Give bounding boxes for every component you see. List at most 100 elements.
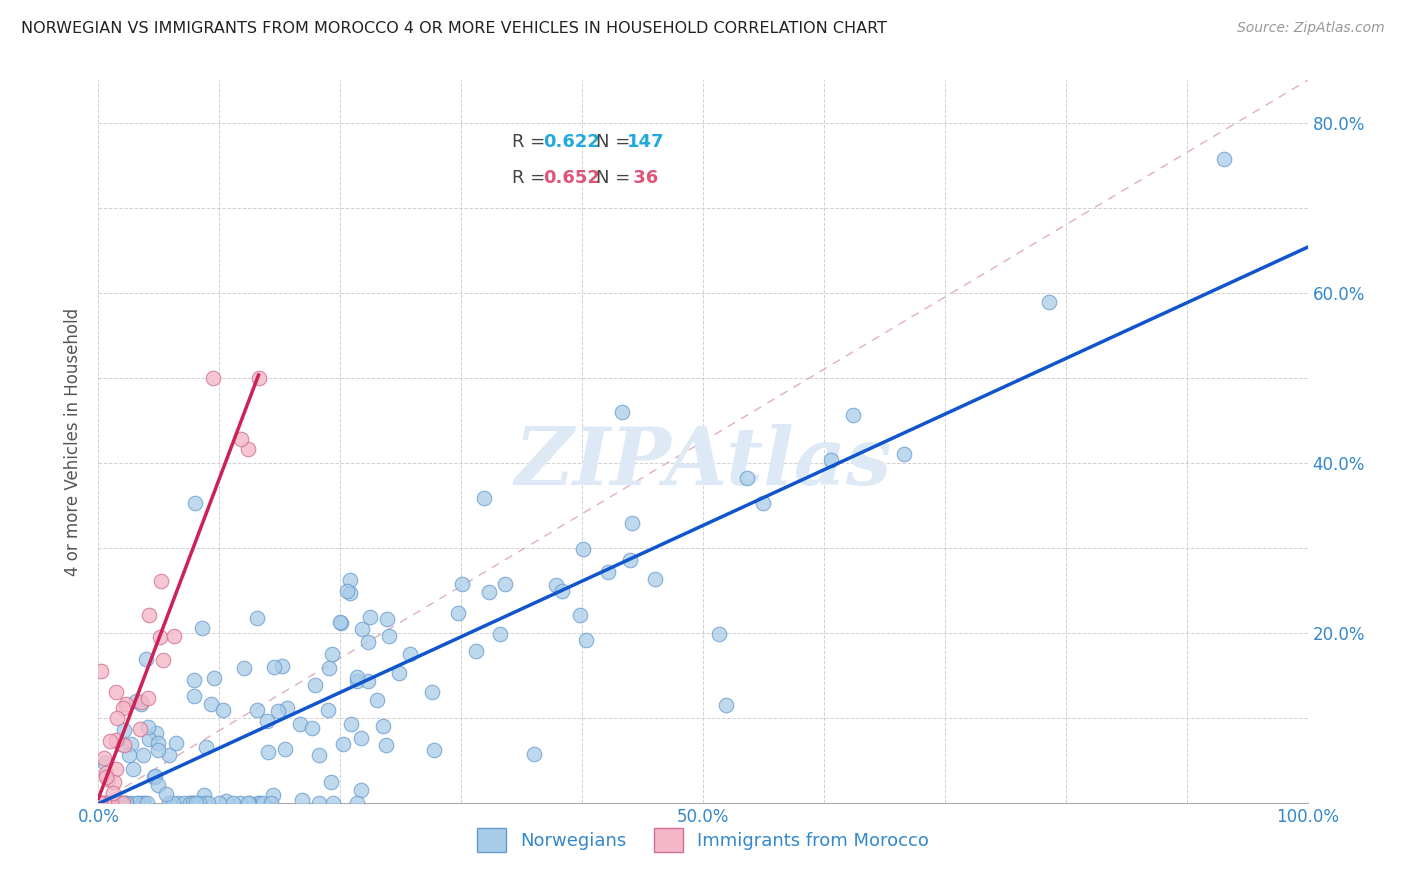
Point [260,796,283,810]
Point [183,673,205,687]
Point [359,609,381,624]
Point [357,673,380,688]
Point [735,471,758,485]
Point [388,665,411,680]
Point [129,698,152,712]
Point [98,796,121,810]
Point [179,796,201,810]
Text: R =: R = [512,133,551,151]
Point [245,611,267,625]
Point [155,787,177,801]
Point [451,577,474,591]
Point [111,796,134,810]
Point [246,703,269,717]
Point [544,578,567,592]
Point [377,629,399,643]
Point [200,697,222,711]
Point [274,742,297,756]
Point [339,573,361,587]
Point [322,796,344,810]
Point [201,371,224,385]
Point [229,432,252,446]
Point [157,796,180,810]
Point [112,738,135,752]
Text: N =: N = [596,169,636,186]
Point [146,736,169,750]
Point [146,778,169,792]
Point [371,718,394,732]
Point [247,796,270,810]
Point [128,796,150,810]
Point [162,796,184,810]
Point [152,653,174,667]
Point [568,607,591,622]
Point [136,796,159,810]
Point [332,737,354,751]
Point [644,572,666,586]
Point [90,664,112,678]
Point [208,796,231,810]
Point [146,743,169,757]
Point [120,737,142,751]
Point [93,796,115,810]
Point [214,794,236,808]
Point [523,747,546,762]
Point [252,796,274,810]
Point [319,775,342,789]
Point [256,714,278,728]
Y-axis label: 4 or more Vehicles in Household: 4 or more Vehicles in Household [65,308,83,575]
Point [91,796,114,810]
Point [575,632,598,647]
Point [271,659,294,673]
Point [93,756,115,771]
Text: N =: N = [596,133,636,151]
Point [229,796,252,810]
Point [89,796,111,810]
Point [105,711,128,725]
Point [752,496,775,510]
Text: NORWEGIAN VS IMMIGRANTS FROM MOROCCO 4 OR MORE VEHICLES IN HOUSEHOLD CORRELATION: NORWEGIAN VS IMMIGRANTS FROM MOROCCO 4 O… [21,21,887,36]
Point [212,703,235,717]
Point [236,442,259,456]
Point [104,762,127,776]
Point [612,405,634,419]
Point [103,786,125,800]
Point [100,796,122,810]
Point [104,733,127,747]
Point [98,796,121,810]
Point [105,796,128,810]
Point [346,673,368,688]
Point [247,796,270,810]
Point [276,701,298,715]
Point [842,408,865,422]
Point [117,748,139,763]
Point [98,796,121,810]
Point [138,607,160,622]
Point [707,627,730,641]
Point [149,574,172,588]
Point [107,796,129,810]
Point [93,796,115,810]
Point [142,770,165,784]
Point [291,792,314,806]
Point [350,731,373,746]
Point [1212,152,1234,166]
Point [266,705,288,719]
Point [187,796,209,810]
Point [422,743,444,757]
Point [375,612,398,626]
Point [90,796,112,810]
Point [157,748,180,763]
Point [350,622,373,636]
Point [110,737,132,751]
Point [179,796,201,810]
Text: R =: R = [512,169,551,186]
Point [132,747,155,762]
Point [236,796,259,810]
Point [222,796,245,810]
Point [714,698,737,713]
Point [321,648,343,662]
Point [598,566,620,580]
Point [247,371,270,385]
Point [197,796,219,810]
